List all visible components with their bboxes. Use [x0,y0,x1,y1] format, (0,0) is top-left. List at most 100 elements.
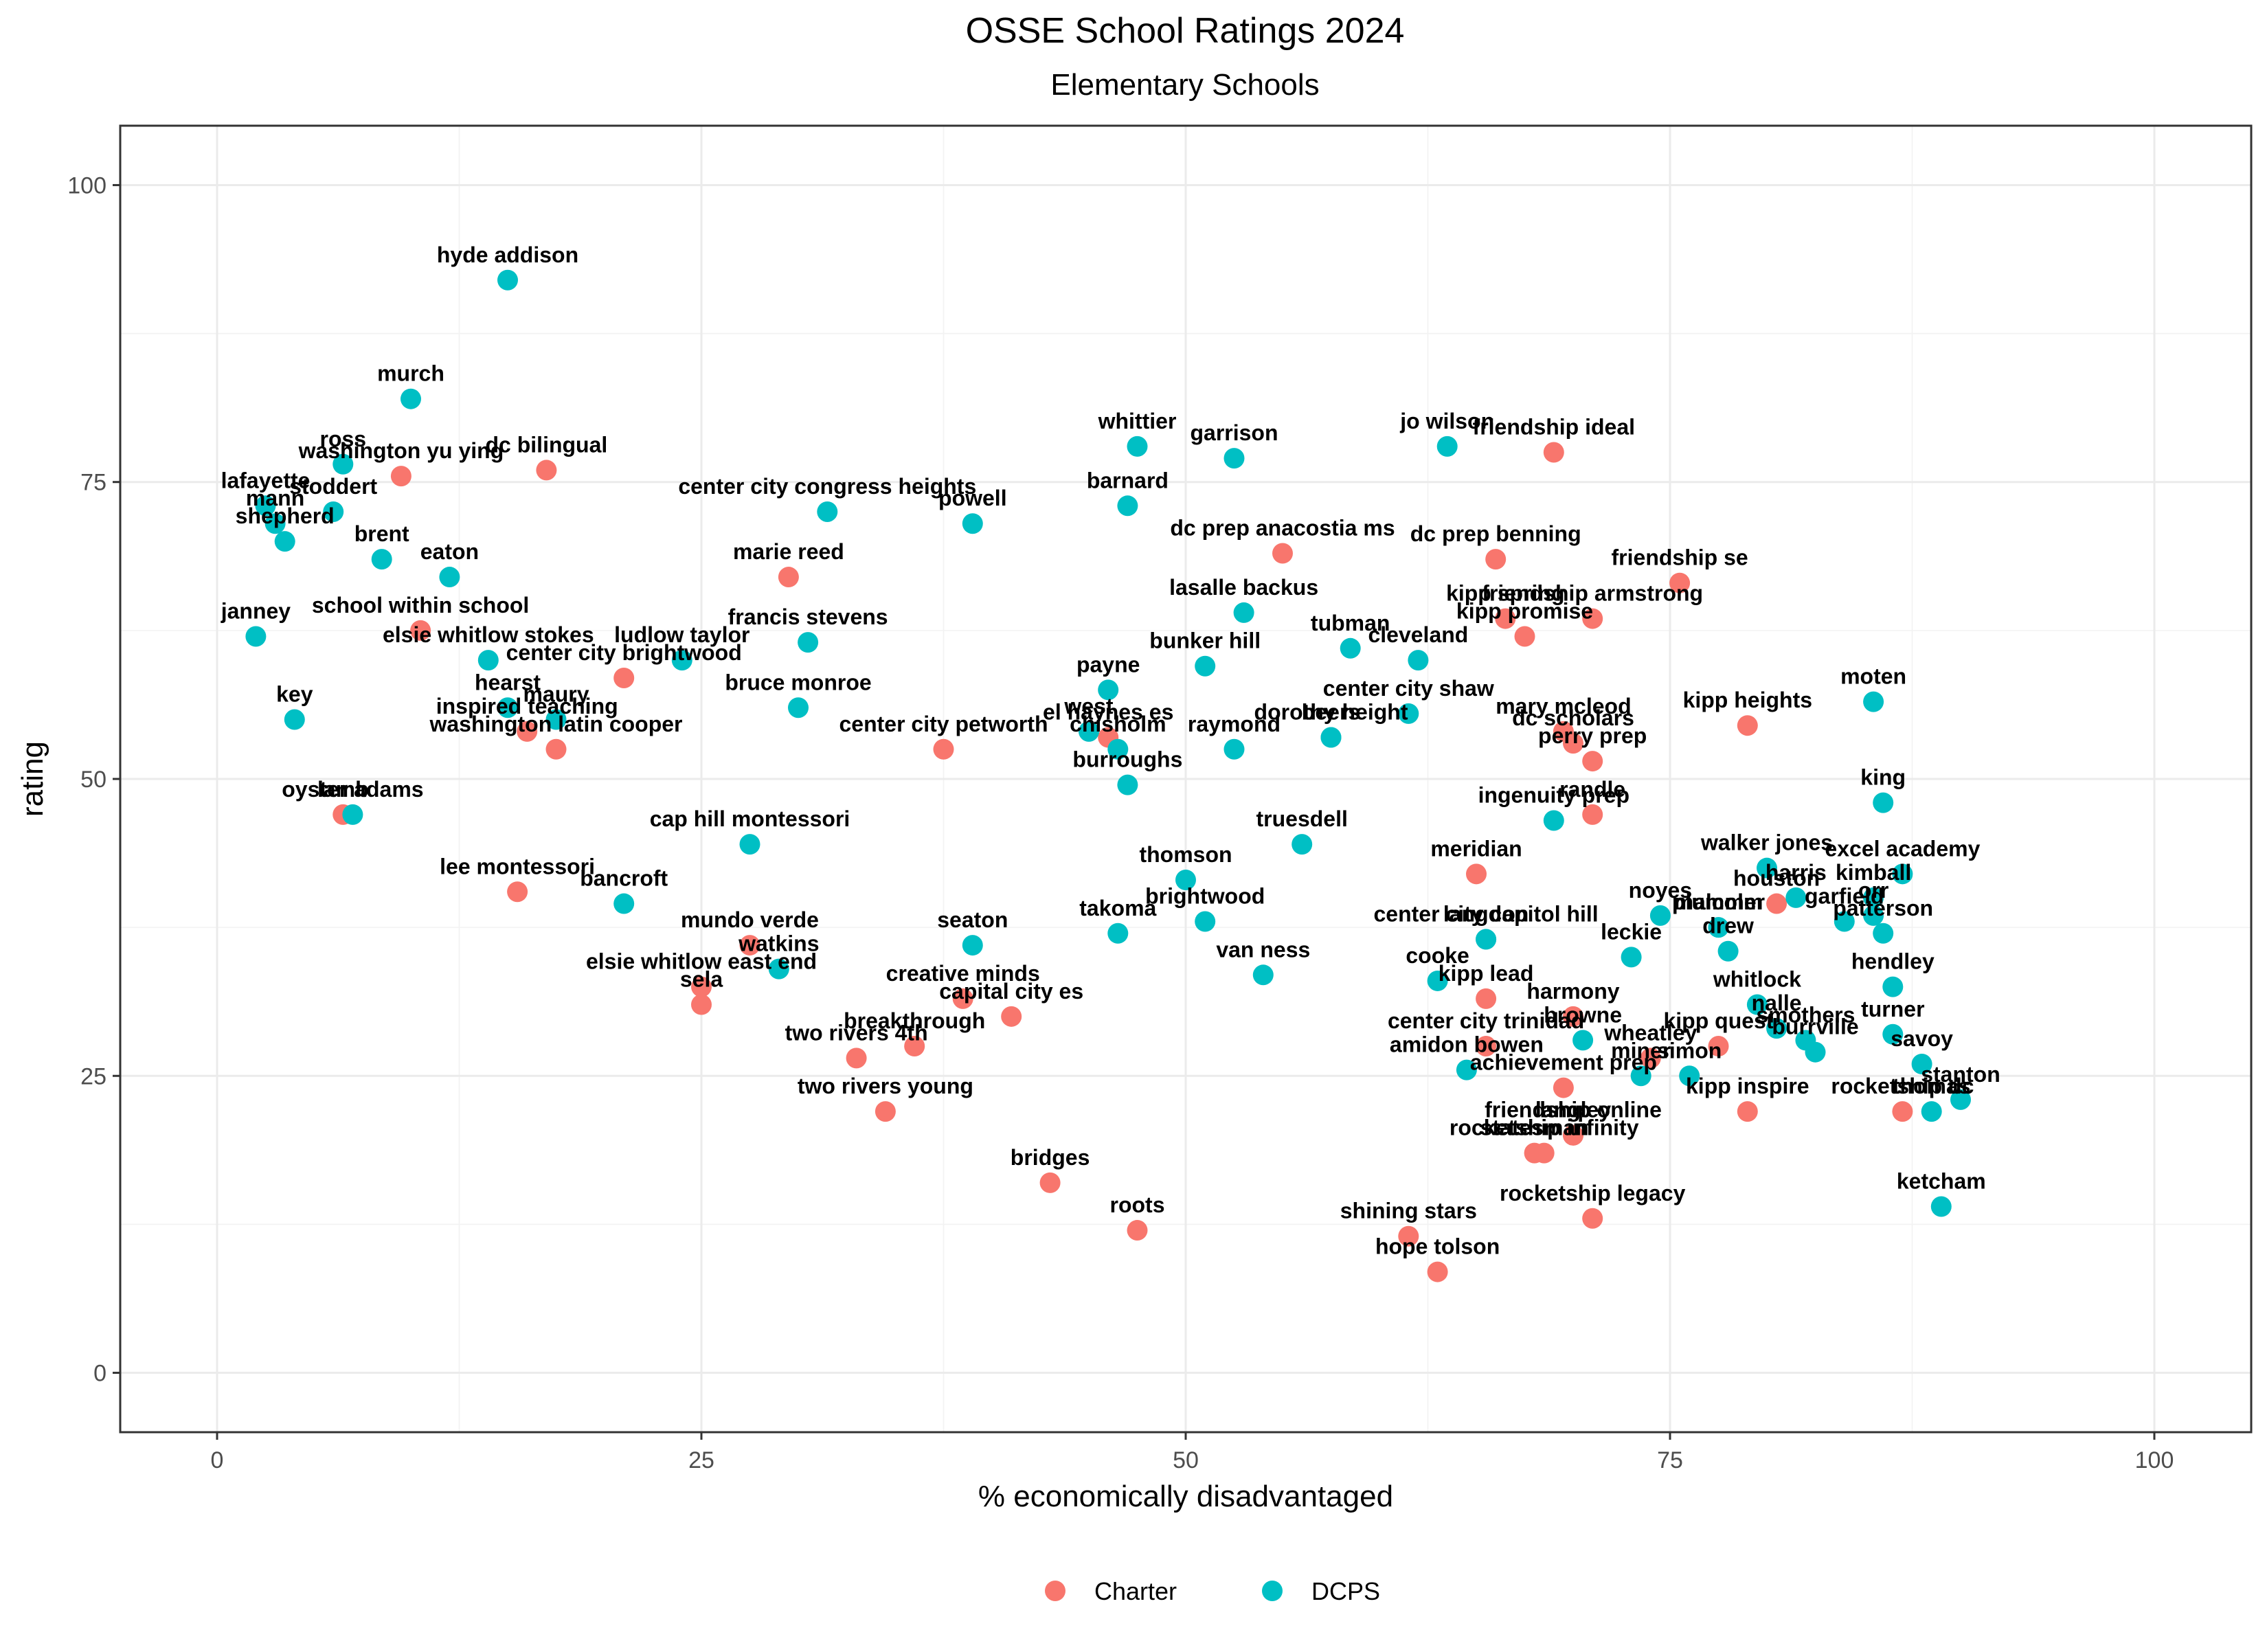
point-label: center city petworth [839,712,1048,736]
point-dcps [1930,1196,1952,1217]
point-dcps [613,893,635,914]
point-label: ketcham [1897,1168,1986,1193]
point-label: dc prep anacostia ms [1170,515,1395,540]
point-label: marie reed [733,539,844,564]
point-label: payne [1076,652,1140,677]
point-dcps [1427,970,1448,991]
point-label: kipp heights [1683,688,1812,712]
point-label: lasalle backus [1169,575,1318,600]
point-label: amidon bowen [1390,1032,1544,1057]
point-label: friendship online [1485,1098,1662,1122]
point-label: dc prep benning [1410,521,1581,546]
point-dcps [274,531,295,552]
point-label: mann [246,486,304,510]
legend: Charter DCPS [1045,1577,1380,1605]
point-label: kimball [1836,860,1911,885]
point-charter [875,1101,896,1122]
point-label: thomson [1139,842,1232,867]
point-label: walker jones [1700,830,1833,855]
plot-panel-border [119,124,2253,1434]
point-dcps [284,709,305,730]
point-label: kipp quest [1663,1008,1773,1033]
point-dcps [1873,792,1894,813]
point-label: lamb [317,777,369,802]
point-label: patterson [1833,896,1933,920]
point-charter [778,567,799,588]
point-label: ross [320,427,367,451]
point-charter [1737,715,1758,736]
point-dcps [477,650,499,671]
point-dcps [545,709,567,730]
point-label: powell [938,486,1007,510]
point-label: thomas [1893,1074,1971,1098]
point-label: creative minds [886,961,1040,986]
point-label: langdon [1443,901,1529,926]
point-charter [1476,988,1497,1009]
point-dcps [671,650,692,671]
point-dcps [1805,1041,1826,1063]
point-label: dc scholars [1512,705,1634,730]
point-charter [1582,1208,1603,1229]
point-label: garfield [1805,883,1884,908]
point-label: ingenuity prep [1478,783,1629,808]
point-dcps [962,513,983,534]
point-dcps [264,513,286,534]
x-tick-label: 50 [1173,1447,1199,1473]
point-label: stoddert [289,474,377,499]
point-dcps [1127,435,1148,457]
point-dcps [1911,1053,1932,1074]
point-label: rocketship infinity [1450,1116,1639,1140]
point-label: center city brightwood [506,640,742,665]
point-dcps [1950,1089,1971,1110]
point-dcps [1882,976,1904,997]
point-label: excel academy [1825,836,1980,861]
point-charter [1669,572,1691,593]
point-charter [517,721,538,742]
point-dcps [1195,911,1216,932]
point-label: tubman [1311,611,1390,635]
point-label: west [1063,694,1113,718]
axes: 0 25 50 75 100 0 25 50 75 100 [67,172,2174,1473]
point-label: center city capitol hill [1373,901,1598,926]
point-label: drew [1702,914,1754,938]
point-label: friendship armstrong [1482,581,1703,606]
point-label: meridian [1430,836,1522,861]
point-charter [933,738,954,760]
point-charter [545,738,567,760]
point-label: lafayette [221,468,311,493]
point-charter [1892,1101,1913,1122]
point-charter [1398,1225,1419,1247]
point-dcps [1649,905,1671,926]
point-label: hendley [1851,949,1935,974]
point-dcps [1746,994,1768,1015]
point-dcps [1834,911,1855,932]
point-dcps [1107,738,1129,760]
point-label: houston [1733,866,1820,891]
point-dcps [332,453,354,475]
point-dcps [1320,727,1342,748]
point-charter [1272,543,1293,564]
point-label: sela [680,967,723,992]
point-label: inspired teaching [436,694,618,718]
point-charter [739,935,760,956]
point-label: mary mcleod [1496,694,1631,718]
point-dcps [798,632,819,653]
gridlines [120,126,2251,1432]
point-label: van ness [1216,937,1310,962]
point-label: cooke [1406,943,1469,968]
point-label: nalle [1752,991,1802,1015]
point-label: elsie whitlow stokes [383,622,594,647]
point-label: dc bilingual [486,432,608,457]
point-label: randle [1559,777,1625,802]
point-dcps [1543,810,1564,831]
point-dcps [1340,637,1361,659]
point-label: two rivers 4th [785,1020,928,1045]
point-dcps [962,935,983,956]
point-dcps [1476,929,1497,950]
point-label: kipp promise [1456,599,1593,624]
point-label: seaton [937,907,1008,932]
point-label: cap hill montessori [650,806,850,831]
point-label: dorothy height [1254,699,1408,724]
point-label: wheatley [1603,1020,1697,1045]
y-tick-label: 0 [93,1361,106,1387]
